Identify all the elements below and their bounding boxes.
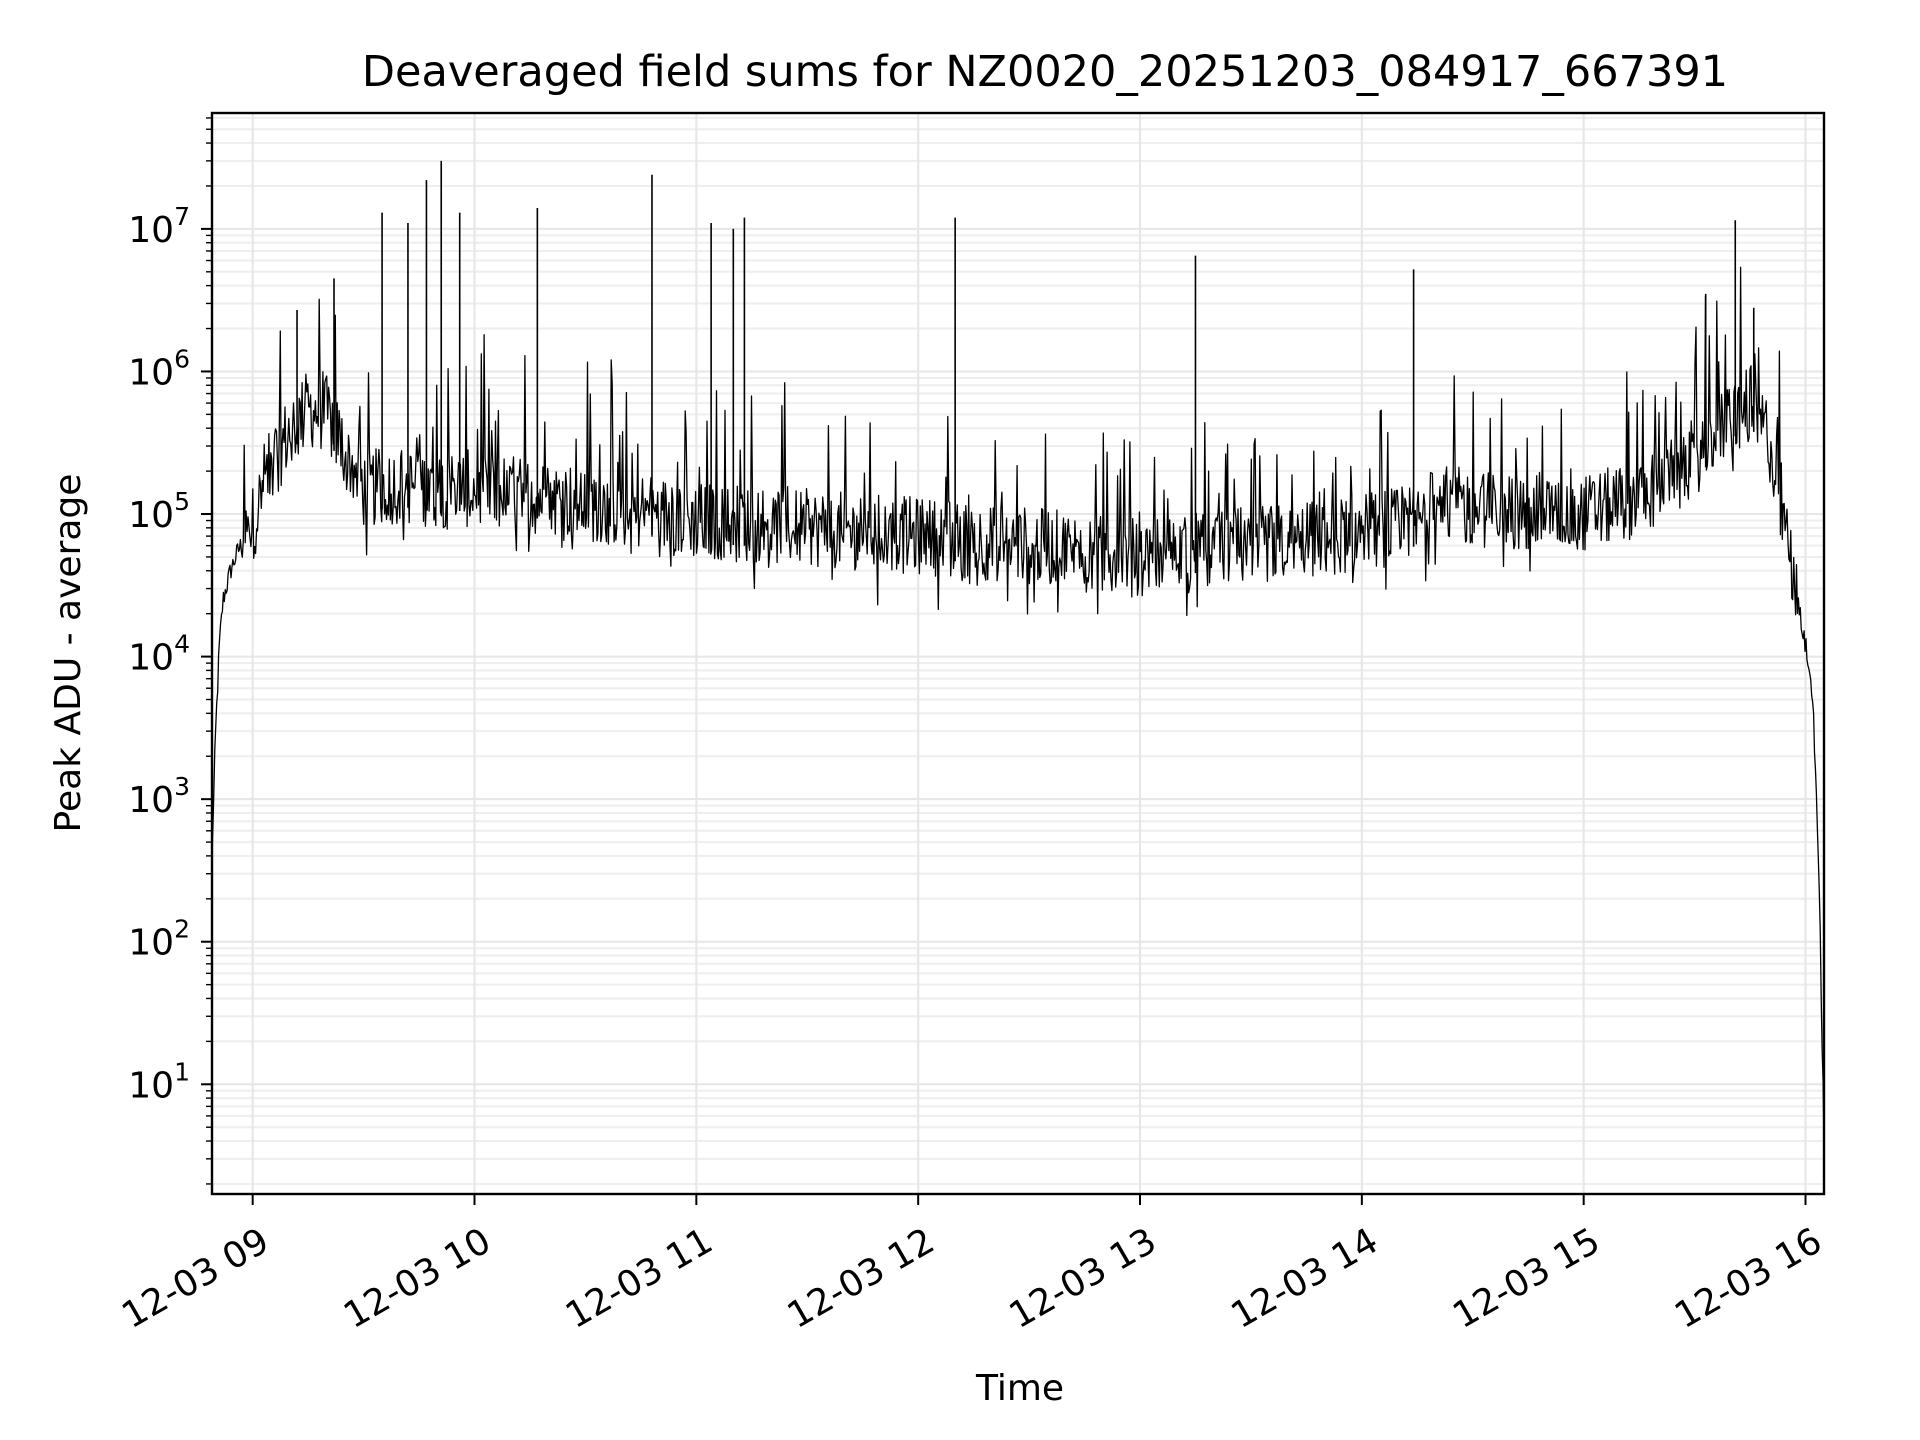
y-tick-label: 105 — [128, 487, 190, 536]
y-axis-ticks: 101 102 103 104 105 106 107 — [128, 117, 212, 1185]
y-tick-label: 107 — [128, 202, 190, 251]
y-tick-label: 106 — [128, 344, 190, 393]
x-axis-label: Time — [975, 1368, 1064, 1409]
y-tick-label: 104 — [128, 630, 190, 679]
series-line — [212, 266, 1824, 1148]
grid-minor — [212, 116, 1824, 1185]
y-tick-label: 102 — [128, 915, 190, 964]
plot-series-group — [212, 160, 1824, 1148]
chart-title: Deaveraged field sums for NZ0020_2025120… — [362, 47, 1728, 97]
y-axis-label: Peak ADU - average — [48, 474, 89, 833]
spike-marks — [296, 160, 1755, 574]
y-tick-label: 103 — [128, 772, 190, 821]
grid-major — [212, 113, 1824, 1194]
plot-frame — [210, 111, 1826, 1196]
y-tick-label: 101 — [128, 1057, 190, 1106]
